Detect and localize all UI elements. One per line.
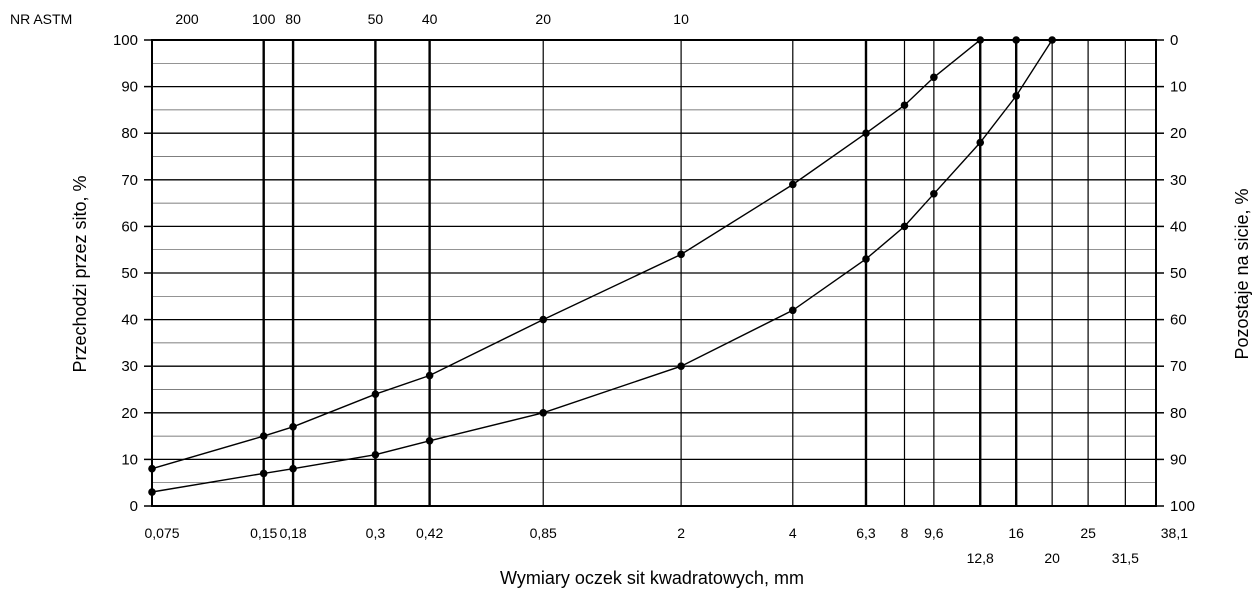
y-tick-label-right: 10 xyxy=(1170,79,1187,96)
astm-sieve-label: 200 xyxy=(175,11,199,27)
astm-axis-title: NR ASTM xyxy=(10,11,72,27)
series-2-point xyxy=(289,464,297,473)
x-tick-label: 0,42 xyxy=(416,525,443,541)
astm-sieve-label: 80 xyxy=(285,11,301,27)
plot-frame xyxy=(144,39,1164,507)
series-1-point xyxy=(425,371,434,380)
series-2-point xyxy=(371,450,380,459)
x-tick-label: 0,18 xyxy=(279,525,306,541)
series-line-1 xyxy=(151,39,1017,470)
x-tick-label: 0,075 xyxy=(144,525,179,541)
x-tick-label-row2: 31,5 xyxy=(1112,550,1139,566)
y-tick-label-right: 90 xyxy=(1170,451,1187,468)
series-1-point xyxy=(371,390,380,398)
y-tick-label-right: 30 xyxy=(1170,172,1187,189)
y-tick-label-left: 10 xyxy=(121,451,138,468)
y-tick-label-left: 0 xyxy=(130,498,138,515)
x-tick-label: 25 xyxy=(1080,525,1096,541)
x-tick-label: 0,3 xyxy=(366,525,386,541)
x-tick-label: 6,3 xyxy=(856,525,876,541)
series-1-point xyxy=(289,422,297,431)
astm-sieve-label: 20 xyxy=(535,11,551,27)
y-axis-title-right: Pozostaje na sicie, % xyxy=(1232,188,1252,359)
y-tick-label-right: 60 xyxy=(1170,312,1187,329)
x-tick-label: 8 xyxy=(901,525,909,541)
series-2-point xyxy=(148,488,156,496)
astm-sieve-label: 100 xyxy=(252,11,276,27)
series-2-point xyxy=(1048,36,1056,44)
series-line-2 xyxy=(151,39,1053,493)
series-2-point xyxy=(1012,92,1020,100)
y-axis-title-left: Przechodzi przez sito, % xyxy=(70,175,90,372)
x-tick-label: 16 xyxy=(1008,525,1024,541)
series-1-point xyxy=(148,464,156,473)
series-2-point xyxy=(259,469,268,478)
y-tick-label-left: 40 xyxy=(121,312,138,329)
x-tick-label: 38,1 xyxy=(1161,525,1188,541)
y-tick-label-left: 50 xyxy=(121,265,138,282)
x-tick-label-row2: 20 xyxy=(1044,550,1060,566)
series-1-point xyxy=(1012,36,1020,44)
y-tick-label-right: 40 xyxy=(1170,218,1187,235)
y-tick-label-left: 70 xyxy=(121,172,138,189)
x-tick-label: 0,85 xyxy=(530,525,557,541)
y-tick-label-right: 20 xyxy=(1170,125,1187,142)
series-2-point xyxy=(425,436,434,445)
series-2-point xyxy=(930,189,938,198)
series-2-point xyxy=(539,409,548,417)
series-2-point xyxy=(900,222,909,231)
y-tick-label-right: 70 xyxy=(1170,358,1187,375)
x-tick-label: 9,6 xyxy=(924,525,944,541)
y-tick-label-right: 0 xyxy=(1170,32,1178,49)
astm-sieve-label: 50 xyxy=(368,11,384,27)
series xyxy=(148,36,1056,496)
tick-labels: 0102030405060708090100100908070605040302… xyxy=(113,11,1195,566)
x-tick-label-row2: 12,8 xyxy=(967,550,994,566)
x-tick-label: 0,15 xyxy=(250,525,277,541)
y-tick-label-right: 80 xyxy=(1170,405,1187,422)
astm-sieve-label: 10 xyxy=(673,11,689,27)
series-1-point xyxy=(677,250,685,259)
series-1-point xyxy=(862,129,870,137)
series-1-point xyxy=(259,432,268,440)
series-1-point xyxy=(539,315,548,324)
y-tick-label-left: 60 xyxy=(121,218,138,235)
series-1-point xyxy=(788,180,797,189)
series-2-point xyxy=(788,306,797,315)
y-tick-label-left: 100 xyxy=(113,32,138,49)
series-1-point xyxy=(976,36,985,44)
series-2-point xyxy=(862,255,870,263)
astm-sieve-label: 40 xyxy=(422,11,438,27)
x-tick-label: 4 xyxy=(789,525,797,541)
x-axis-title: Wymiary oczek sit kwadratowych, mm xyxy=(500,568,804,588)
series-2-point xyxy=(677,362,685,371)
series-1-point xyxy=(930,73,938,82)
series-2-point xyxy=(976,138,985,147)
y-tick-label-right: 50 xyxy=(1170,265,1187,282)
x-tick-label: 2 xyxy=(677,525,685,541)
y-tick-label-left: 30 xyxy=(121,358,138,375)
series-1-point xyxy=(900,101,909,110)
y-tick-label-left: 90 xyxy=(121,79,138,96)
y-tick-label-left: 80 xyxy=(121,125,138,142)
y-tick-label-right: 100 xyxy=(1170,498,1195,515)
y-tick-label-left: 20 xyxy=(121,405,138,422)
